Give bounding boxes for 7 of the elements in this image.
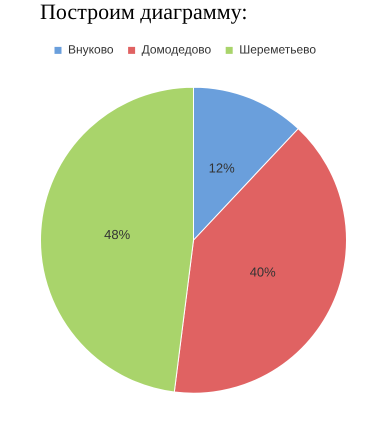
legend-label: Домодедово bbox=[142, 42, 212, 57]
legend-label: Шереметьево bbox=[239, 42, 316, 57]
chart-title: Построим диаграмму: bbox=[40, 0, 248, 24]
legend-label: Внуково bbox=[68, 42, 114, 57]
data-label: 48% bbox=[104, 226, 131, 242]
data-label: 40% bbox=[250, 264, 276, 280]
data-label: 12% bbox=[208, 160, 236, 176]
